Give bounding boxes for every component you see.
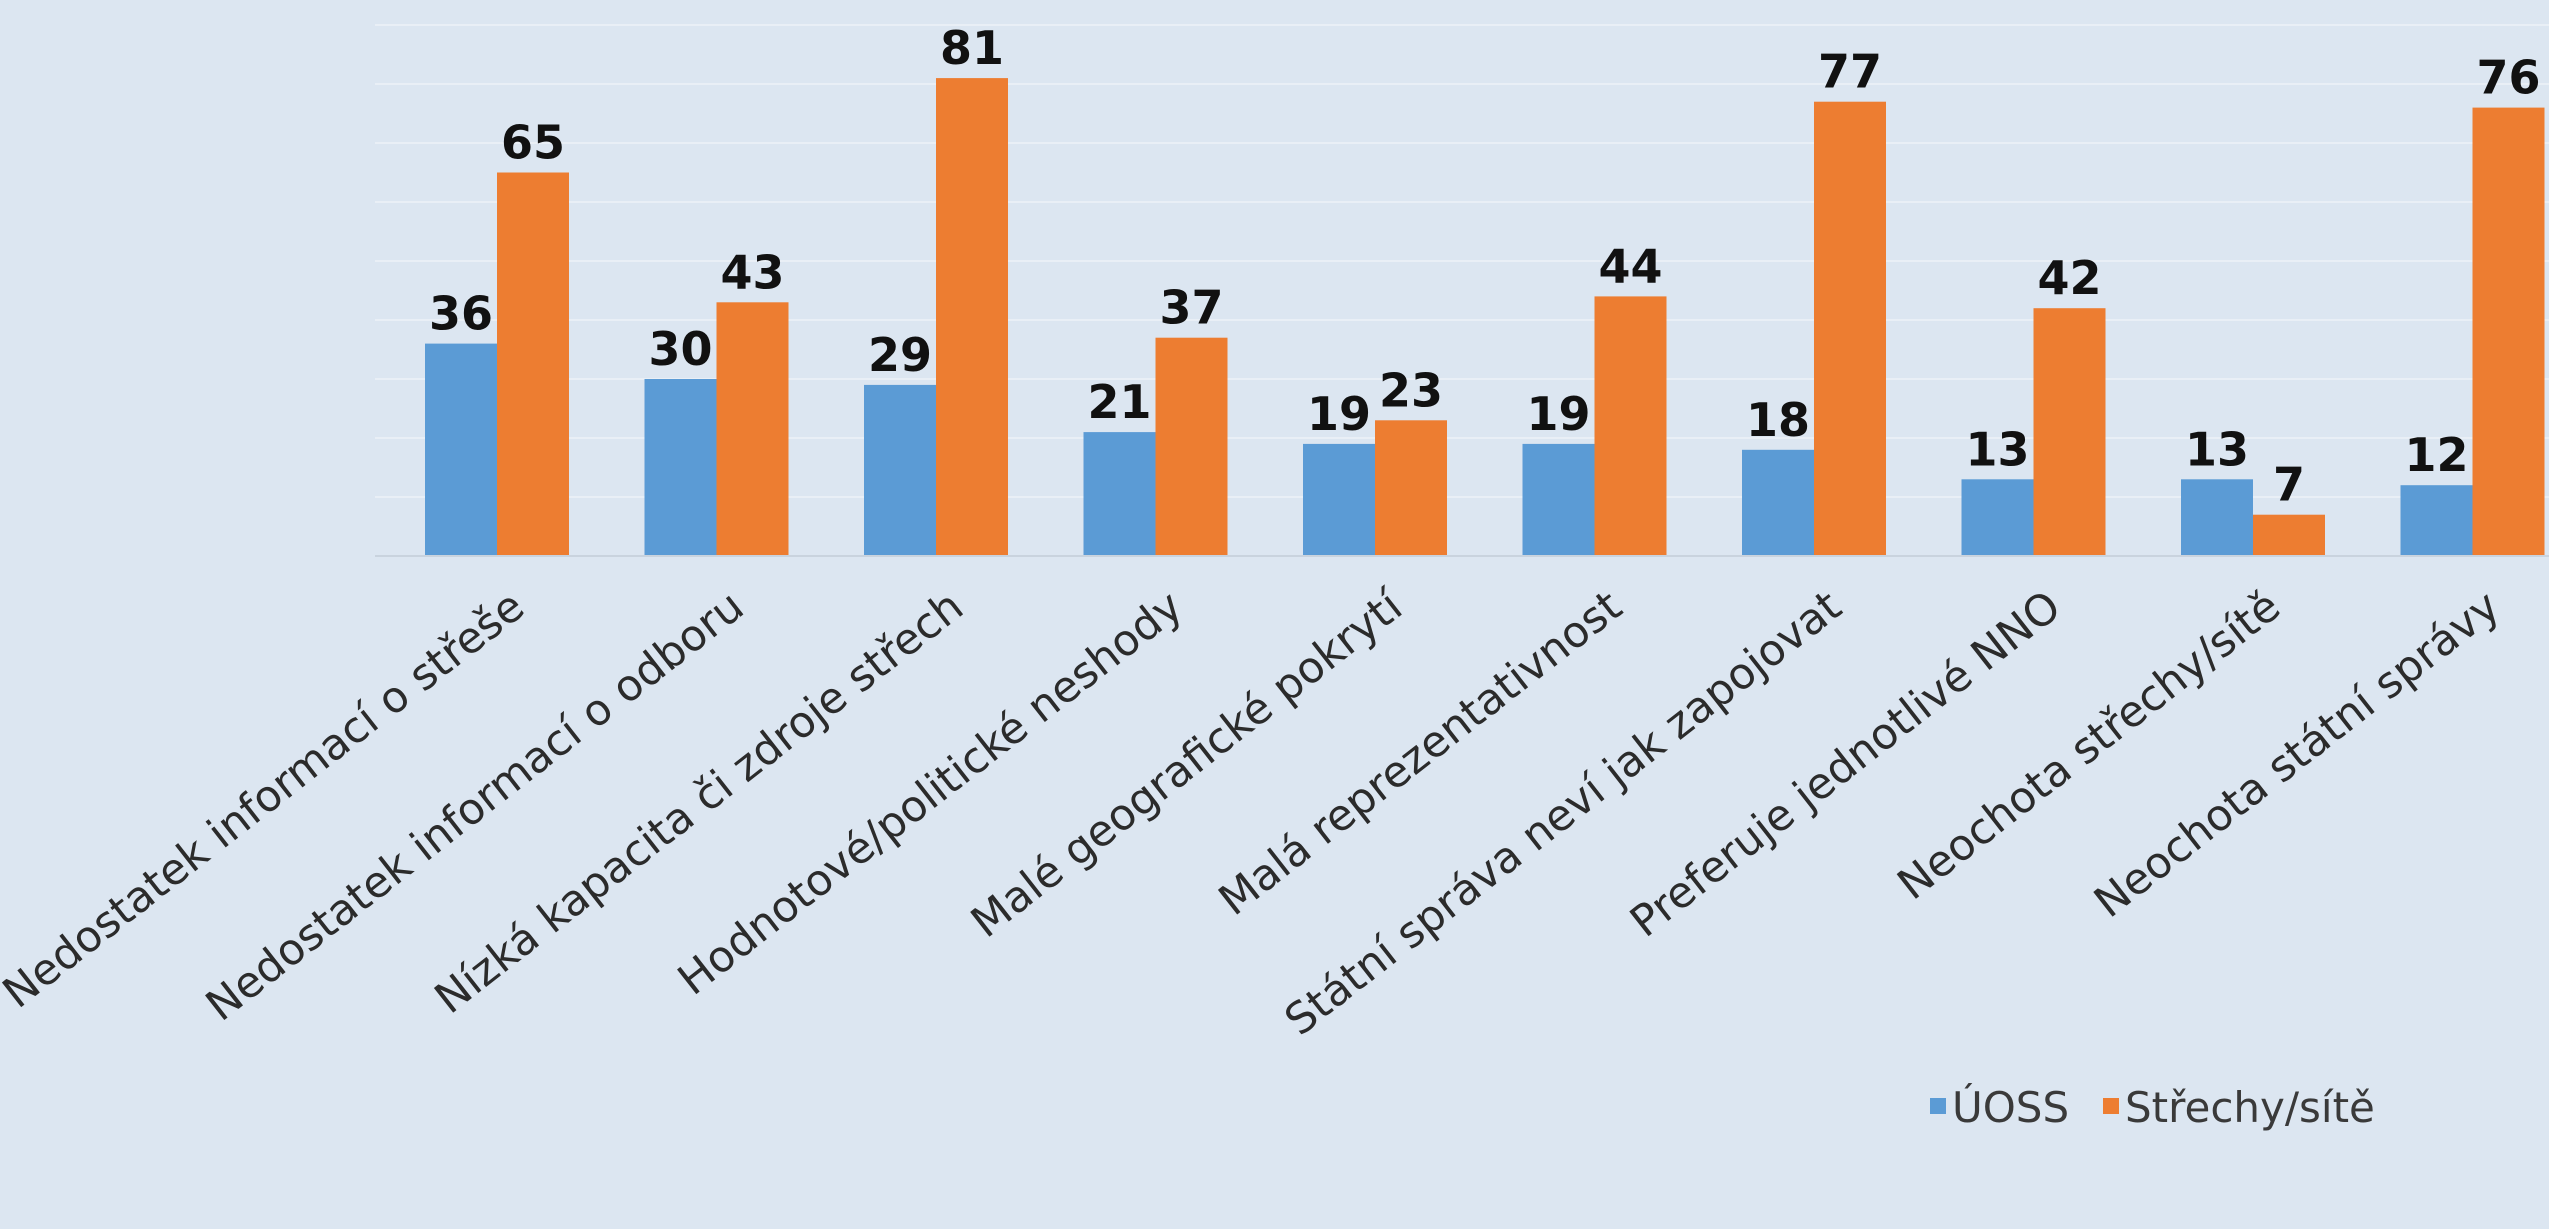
category-label: Neochota státní správy <box>2085 581 2509 928</box>
data-label-uoss: 13 <box>1965 422 2029 476</box>
data-label-uoss: 36 <box>429 287 493 341</box>
bars <box>425 78 2545 556</box>
legend-swatch-strechy <box>2103 1098 2119 1114</box>
data-label-uoss: 12 <box>2404 428 2468 482</box>
bar-uoss <box>1742 449 1814 556</box>
bar-strechy <box>2033 308 2106 556</box>
data-label-strechy: 65 <box>501 116 565 170</box>
bar-strechy <box>936 78 1008 556</box>
bar-uoss <box>1522 443 1595 556</box>
data-label-uoss: 30 <box>648 322 712 376</box>
data-label-strechy: 7 <box>2273 458 2305 512</box>
bar-uoss <box>2400 485 2473 556</box>
data-label-strechy: 81 <box>940 21 1004 75</box>
category-label: Malé geografické pokrytí <box>962 580 1413 948</box>
bar-strechy <box>2253 514 2325 556</box>
data-label-uoss: 19 <box>1526 387 1590 441</box>
bar-strechy <box>1375 420 1447 556</box>
bar-uoss <box>1961 479 2034 556</box>
data-label-strechy: 23 <box>1379 363 1443 417</box>
bar-strechy <box>497 172 569 556</box>
category-label: Preferuje jednotlivé NNO <box>1621 581 2070 947</box>
legend-label-strechy: Střechy/sítě <box>2125 1083 2375 1132</box>
data-label-strechy: 42 <box>2037 251 2101 305</box>
data-label-uoss: 21 <box>1087 375 1151 429</box>
data-label-uoss: 29 <box>868 328 932 382</box>
category-label: Neochota střechy/sítě <box>1889 581 2290 910</box>
bar-uoss <box>1083 432 1156 556</box>
data-label-strechy: 76 <box>2476 51 2540 105</box>
bar-strechy <box>2472 107 2545 556</box>
bar-strechy <box>1155 337 1228 556</box>
category-axis: Nedostatek informací o střešeNedostatek … <box>0 555 2549 1046</box>
bar-uoss <box>644 379 717 556</box>
category-label: Malá reprezentativnost <box>1210 581 1631 926</box>
bar-uoss <box>1303 443 1375 556</box>
bar-strechy <box>1594 296 1667 556</box>
data-label-uoss: 18 <box>1746 393 1810 447</box>
legend: ÚOSS Střechy/sítě <box>1930 1082 2375 1132</box>
data-label-strechy: 77 <box>1818 45 1882 99</box>
data-label-strechy: 44 <box>1598 239 1662 293</box>
bar-strechy <box>716 302 789 556</box>
data-label-uoss: 19 <box>1307 387 1371 441</box>
legend-swatch-uoss <box>1930 1098 1946 1114</box>
bar-strechy <box>1814 101 1886 556</box>
data-label-strechy: 43 <box>720 245 784 299</box>
bar-uoss <box>864 384 936 556</box>
bar-uoss <box>2181 479 2253 556</box>
legend-label-uoss: ÚOSS <box>1952 1082 2069 1132</box>
bar-uoss <box>425 343 497 556</box>
data-label-uoss: 13 <box>2185 422 2249 476</box>
data-label-strechy: 37 <box>1159 281 1223 335</box>
